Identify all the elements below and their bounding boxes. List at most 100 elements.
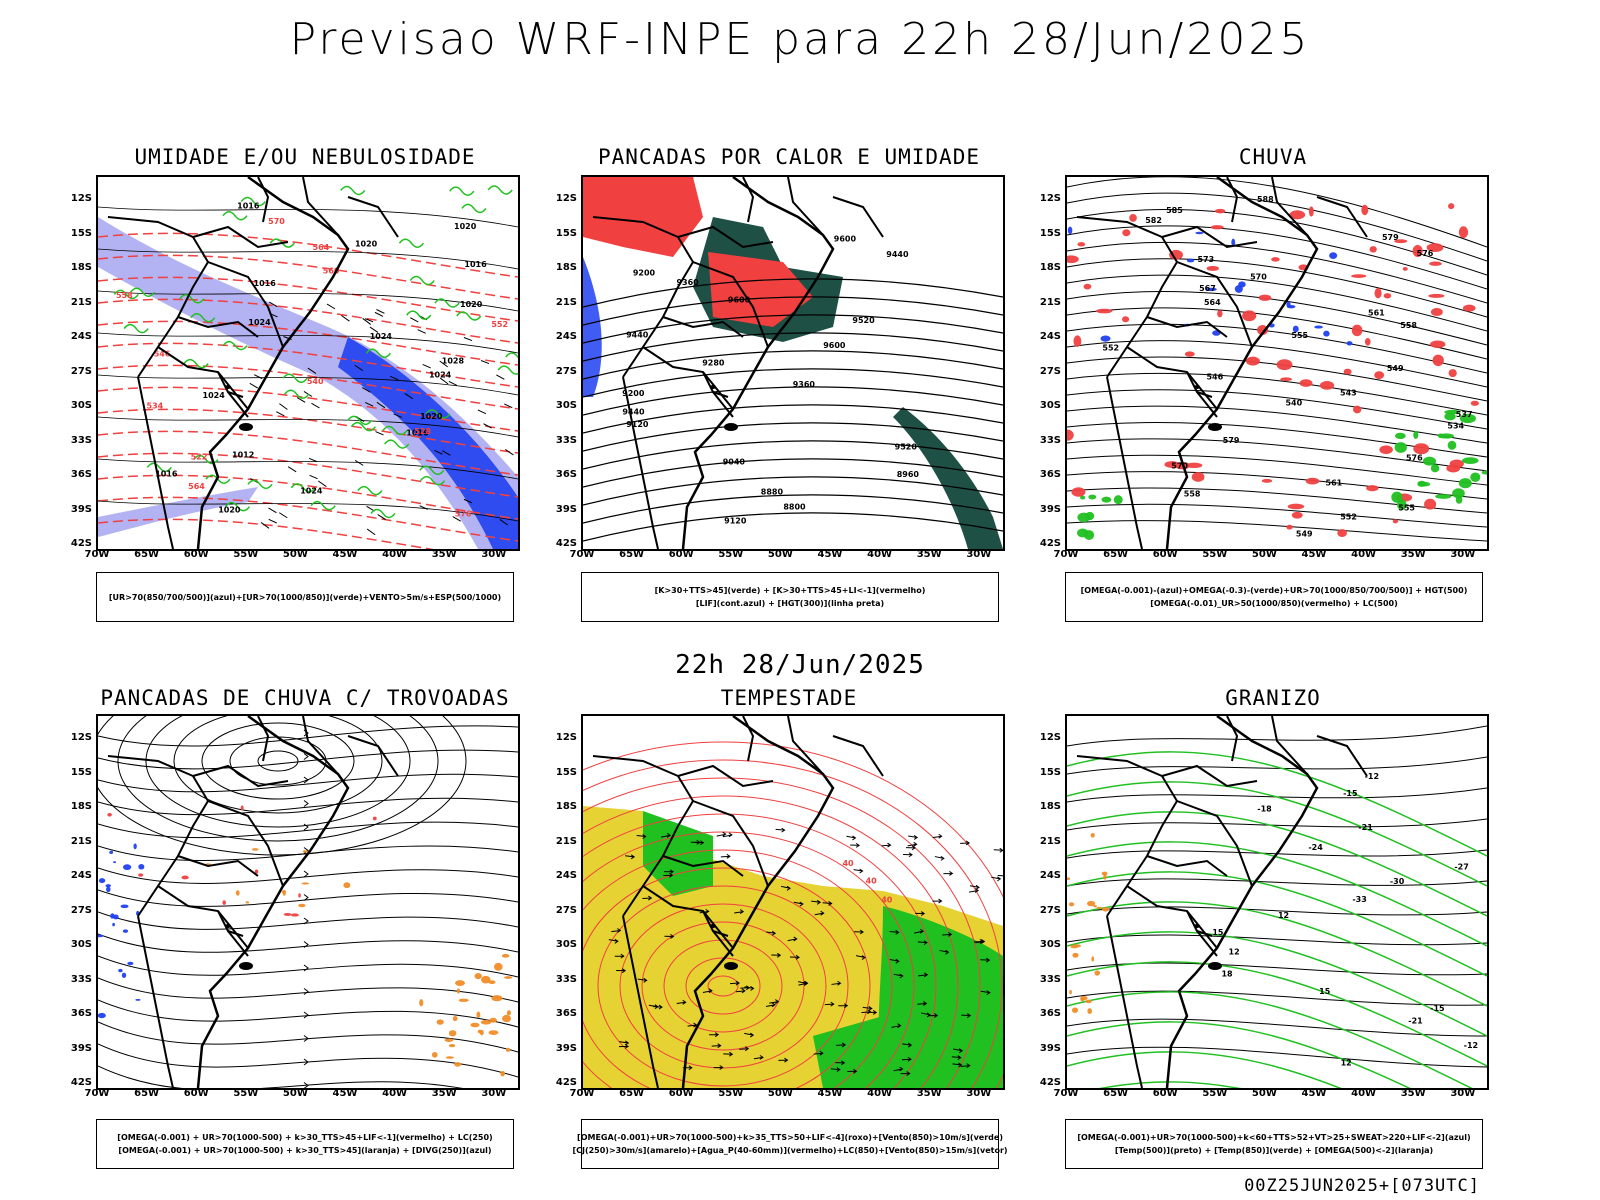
contour-label: 40 (881, 896, 893, 905)
wind-vector (404, 392, 414, 400)
thickness-line (98, 342, 518, 388)
storm-area-orange (419, 999, 424, 1007)
footer-run-stamp: 00Z25JUN2025+[073UTC] (1244, 1176, 1480, 1196)
contour-label: 8960 (897, 470, 920, 479)
rain-area (1319, 381, 1335, 390)
streamline-loop (173, 716, 383, 814)
wind-vector (854, 929, 864, 935)
lon-tick-label: 55W (1202, 1088, 1228, 1099)
lc850-line (583, 759, 1003, 1088)
lat-tick-label: 27S (70, 904, 92, 916)
rain-area (1217, 309, 1223, 318)
contour-label: 546 (154, 349, 171, 358)
low-humidity-contour (370, 508, 396, 519)
wind-vector (915, 911, 926, 916)
rain-area (1429, 261, 1442, 266)
omega-strong-area (1422, 456, 1437, 466)
contour-line (98, 933, 518, 953)
wind-vector (393, 413, 402, 418)
storm-area-red (254, 869, 259, 874)
wind-vector (676, 999, 687, 1005)
storm-area-orange (500, 1070, 505, 1077)
lon-tick-label: 40W (867, 549, 893, 560)
wind-vector (326, 303, 336, 310)
lon-tick-label: 50W (767, 549, 793, 560)
omega-area (1292, 325, 1299, 333)
rain-area (1458, 226, 1469, 239)
omega-strong-area (1461, 457, 1479, 464)
contour-label: 1024 (429, 371, 452, 380)
streamline-loop (98, 716, 467, 856)
contour-label: 570 (268, 217, 285, 226)
wind-vector (914, 928, 925, 934)
contour-label: 9600 (823, 341, 846, 350)
lake-mark (1194, 924, 1200, 928)
lc850-line (641, 921, 805, 1051)
wind-vector (311, 402, 320, 409)
omega-strong-area (1413, 430, 1419, 439)
divergence-area (109, 850, 114, 855)
wind-vector (723, 1051, 734, 1057)
low-humidity-contour (505, 352, 518, 359)
contour-label: 552 (1102, 344, 1119, 353)
contour-label: 9360 (793, 380, 816, 389)
legend-line: [UR>70(850/700/500)](azul)+[UR>70(1000/8… (108, 592, 502, 602)
contour-label: 9200 (622, 389, 645, 398)
contour-label: -21 (1358, 823, 1373, 832)
wind-vector (908, 835, 919, 840)
contour-label: 576 (455, 510, 472, 519)
lat-tick-label: 15S (555, 227, 577, 239)
wind-vector (855, 955, 866, 960)
lon-tick-label: 70W (84, 549, 110, 560)
omega500-area (1093, 904, 1097, 908)
map-panel-pancadas: 9600 9440 9200 9360 9600 9520 9440 9600 9280 9360… (581, 175, 1005, 551)
legend-line: [Temp(500)](preto) + [Temp(850)](verde) … (1114, 1146, 1434, 1155)
border-line (157, 885, 249, 949)
lat-tick-label: 27S (70, 365, 92, 377)
temp500-line (1067, 787, 1487, 803)
lat-tick-label: 36S (1039, 469, 1061, 480)
wind-vector (390, 375, 399, 381)
map-panel-chuva: 588 585 582 579 576 573 570 567 564 561 558 555 552 5… (1065, 175, 1489, 551)
rain-area (1374, 371, 1385, 380)
divergence-area (127, 961, 134, 966)
rain-area (1299, 379, 1313, 387)
contour-label: 40 (866, 877, 878, 886)
storm-area-orange (448, 1030, 457, 1037)
rain-area (1214, 208, 1226, 214)
contour-label: -24 (1308, 843, 1323, 852)
wind-vector (778, 1057, 789, 1063)
border-line (137, 376, 174, 549)
wind-vector (422, 363, 431, 369)
legend-box-trovoadas: [OMEGA(-0.001) + UR>70(1000-500) + k>30_… (96, 1119, 514, 1169)
rain-area (1462, 304, 1476, 312)
panel-title-umidade: UMIDADE E/OU NEBULOSIDADE (134, 145, 476, 169)
lat-tick-label: 42S (70, 538, 92, 549)
omega-area (1286, 305, 1296, 309)
contour-label: 570 (1250, 273, 1267, 282)
rain-area (1286, 524, 1293, 530)
thickness-line (98, 496, 518, 542)
storm-area-orange (476, 1011, 481, 1018)
lon-tick-label: 45W (817, 549, 843, 560)
lat-tick-label: 24S (70, 870, 92, 881)
wind-vector (303, 391, 313, 397)
temp500-line (1067, 934, 1487, 946)
lat-tick-label: 39S (1039, 503, 1061, 515)
hgt500-line (1067, 323, 1487, 374)
divergence-area (113, 861, 116, 864)
lat-tick-label: 30S (555, 939, 577, 950)
temp850-line (1067, 901, 1487, 1007)
rain-area (1430, 308, 1443, 316)
contour-label: 552 (1340, 513, 1357, 522)
low-humidity-contour (449, 186, 475, 196)
thickness-line (98, 364, 518, 410)
contour-label: 9440 (622, 408, 645, 417)
lat-tick-label: 21S (70, 296, 92, 308)
contour-label: -33 (1352, 895, 1366, 904)
thickness-line (98, 518, 435, 549)
lon-tick-label: 45W (332, 1088, 358, 1099)
lon-tick-label: 70W (569, 549, 595, 560)
rain-area (1374, 287, 1382, 299)
rain-area (1191, 472, 1205, 482)
